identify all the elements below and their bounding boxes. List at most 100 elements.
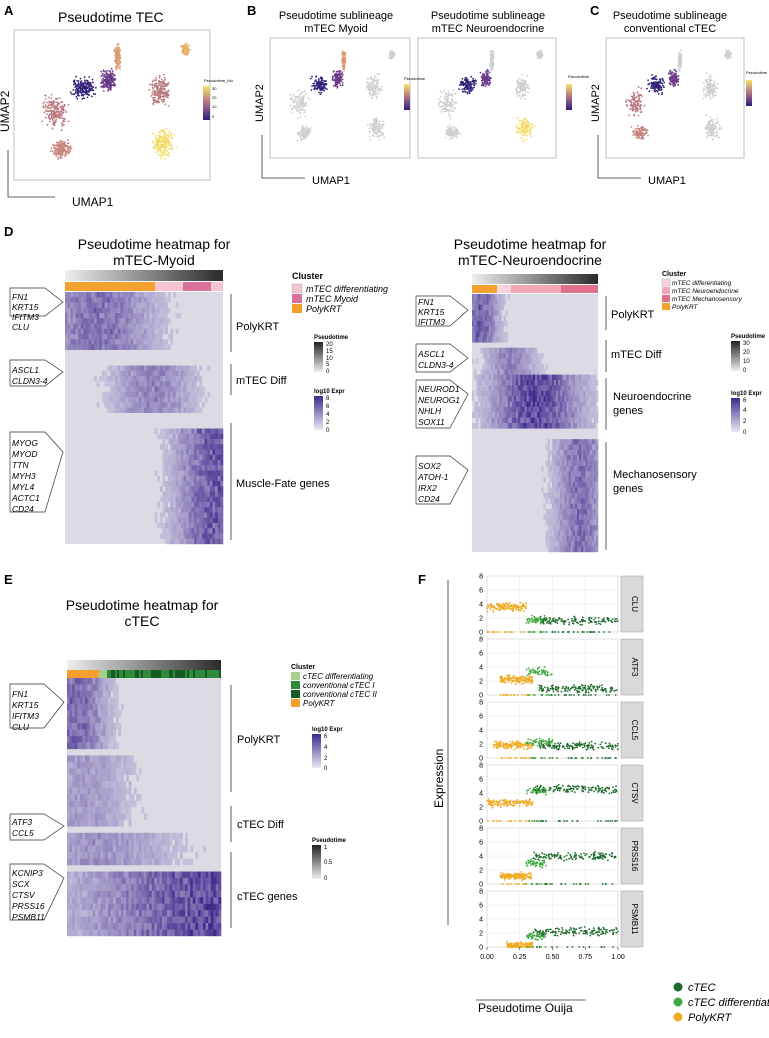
expr-tick-0: 8: [326, 396, 330, 402]
pt-tick-1: 15: [326, 349, 333, 355]
panel-b-axes: [261, 135, 305, 179]
panel-d-right-heatmap: [472, 294, 599, 553]
panel-d-left-cluster-legend: mTEC differentiating mTEC Myoid PolyKRT: [291, 283, 388, 314]
panel-b-right-umap: [437, 49, 544, 143]
panel-d-right-title-2: mTEC-Neuroendocrine: [458, 252, 602, 268]
panel-d-right-cluster-bar: [472, 285, 598, 293]
y-tick-label: 4: [479, 665, 483, 672]
pt-tick-4: 0: [326, 369, 330, 375]
cluster-seg-polykrt: [65, 282, 155, 291]
panel-d-right-pseudotime-bar: [472, 274, 598, 284]
panel-e-pt-ticks: 1 0.5 0: [324, 845, 333, 882]
facet-strip-label: ATF3: [630, 658, 639, 678]
panel-b-right-title-2: mTEC Neuroendocrine: [432, 23, 545, 35]
y-tick-label: 6: [479, 588, 483, 595]
panel-a-xlabel: UMAP1: [72, 195, 114, 209]
cluster-seg-ctec: [107, 670, 221, 678]
panel-e-pseudotime-bar: [67, 660, 221, 670]
legend-label-1: mTEC Myoid: [306, 294, 359, 304]
y-tick-label: 8: [479, 637, 483, 644]
panel-b-left-title-2: mTEC Myoid: [304, 23, 368, 35]
expr-tick-1: 6: [326, 404, 330, 410]
legend-label-ctec-diff: cTEC differentiating: [688, 997, 769, 1009]
y-tick-label: 4: [479, 854, 483, 861]
panel-d-left-pt-ticks: 20 15 10 5 0: [326, 342, 333, 375]
panel-a-umap: [41, 42, 191, 160]
y-tick-label: 8: [479, 763, 483, 770]
gene-myod: MYOD: [12, 449, 38, 459]
panel-c-colorbar: [746, 80, 752, 106]
legend-label-0: mTEC differentiating: [306, 284, 388, 294]
expr-tick-2: 2: [743, 419, 747, 425]
legend-dot-ctec-diff: [673, 997, 683, 1007]
panel-b-left-umap: [289, 49, 396, 142]
panel-d-left-heatmap: [65, 292, 224, 545]
panel-a-frame: [13, 29, 211, 181]
panel-e-group-brackets: PolyKRT cTEC Diff cTEC genes: [230, 685, 298, 928]
gene-clu: CLU: [12, 322, 30, 332]
panel-d-right-pt-ticks: 30 20 10 0: [743, 341, 750, 374]
cluster-seg-myoid: [183, 282, 211, 291]
panel-d-left-expr-colorbar: [314, 396, 323, 430]
gene-atoh1: ATOH-1: [417, 472, 449, 482]
panel-e-gene-callouts: FN1 KRT15 IFITM3 CLU ATF3 CCL5 KCNIP3 SC…: [9, 683, 65, 922]
panel-c-umap: [624, 49, 733, 141]
y-tick-label: 8: [479, 574, 483, 581]
expr-tick-1: 4: [324, 745, 328, 751]
gene-ttn: TTN: [12, 460, 29, 470]
panel-c-xlabel: UMAP1: [648, 175, 686, 187]
panel-b-right-frame: [417, 37, 557, 159]
legend-swatch-1: [291, 681, 300, 689]
panel-a-legend-ticks: 30 20 10 0: [212, 86, 217, 119]
group-label-polykrt: PolyKRT: [236, 321, 279, 333]
panel-d-left-title-1: Pseudotime heatmap for: [78, 236, 231, 252]
facet-strip-label: PRSS16: [630, 841, 639, 872]
gene-ccl5: CCL5: [12, 828, 34, 838]
cluster-seg-diff-2: [211, 282, 223, 291]
gene-krt15: KRT15: [418, 307, 445, 317]
panel-c-legend-title: Pseudotime: [746, 70, 768, 75]
callout-mechano: [415, 455, 469, 505]
facet-ctsv: 0 2 4 6 8 CTSV: [479, 763, 644, 826]
panel-b-ylabel: UMAP2: [254, 84, 266, 122]
panel-b-left-frame: [269, 37, 411, 159]
panel-c-ylabel: UMAP2: [590, 84, 602, 122]
callout-polykrt: [9, 683, 65, 729]
y-tick-label: 6: [479, 777, 483, 784]
cluster-seg-polykrt: [67, 670, 99, 678]
panel-b-left-legend-title: Pseudotime: [404, 76, 426, 81]
group-label-ctec-genes: cTEC genes: [237, 891, 298, 903]
expr-tick-0: 6: [324, 734, 328, 740]
panel-d-right-pt-title: Pseudotime: [731, 334, 766, 340]
gene-fn1: FN1: [12, 292, 28, 302]
panel-c-letter: C: [590, 3, 600, 18]
cluster-seg-polykrt: [472, 285, 497, 293]
panel-f-letter: F: [418, 572, 426, 587]
gene-ascl1: ASCL1: [11, 365, 39, 375]
panel-a-tick-2: 10: [212, 104, 217, 109]
panel-e-expr-title: log10 Expr: [312, 727, 343, 733]
callout-polykrt: [415, 295, 469, 327]
y-tick-label: 0: [479, 945, 483, 952]
y-tick-label: 4: [479, 791, 483, 798]
callout-polykrt: [9, 287, 64, 317]
y-tick-label: 4: [479, 602, 483, 609]
y-tick-label: 8: [479, 826, 483, 833]
group-label-ctec-diff: cTEC Diff: [237, 819, 285, 831]
panel-b-right-title-1: Pseudotime sublineage: [431, 10, 545, 22]
panel-a-ylabel: UMAP2: [0, 90, 12, 132]
panel-a-title: Pseudotime TEC: [58, 9, 164, 25]
panel-d-right-group-brackets: PolyKRT mTEC Diff Neuroendocrine genes M…: [605, 296, 697, 550]
panel-a-axes: [7, 150, 55, 198]
panel-d-right-gene-callouts: FN1 KRT15 IFITM3 ASCL1 CLDN3-4 NEUROD1 N…: [415, 295, 469, 505]
callout-ctec-genes: [9, 863, 65, 921]
legend-label-2: mTEC Mechanosensory: [672, 296, 742, 303]
panel-d-right-expr-colorbar: [731, 398, 740, 432]
panel-f-xlabel: Pseudotime Ouija: [478, 1001, 573, 1015]
legend-swatch-1: [292, 294, 302, 303]
y-tick-label: 2: [479, 805, 483, 812]
gene-atf3: ATF3: [11, 817, 32, 827]
legend-label-1: mTEC Neuroendocrine: [672, 288, 739, 295]
y-tick-label: 0: [479, 693, 483, 700]
expr-tick-3: 0: [324, 766, 328, 772]
